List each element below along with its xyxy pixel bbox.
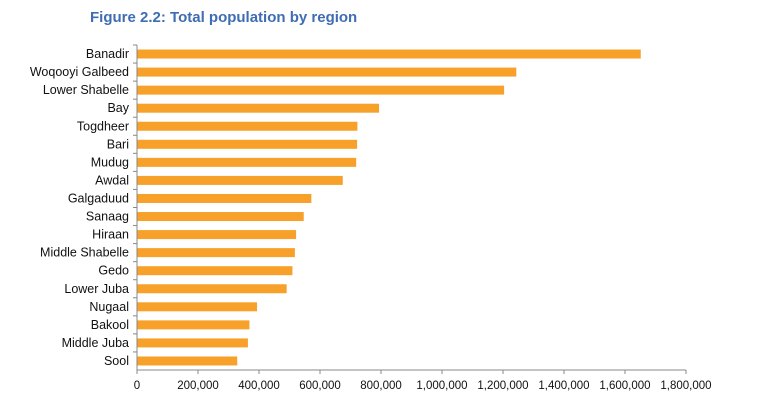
category-label: Galgaduud [68, 191, 129, 205]
bar-sool [137, 356, 238, 366]
bar-nugaal [137, 302, 258, 312]
category-label: Gedo [98, 264, 129, 278]
x-tick-label: 200,000 [177, 380, 219, 392]
category-label: Bakool [91, 318, 129, 332]
category-label: Lower Shabelle [43, 83, 129, 97]
category-label: Bay [107, 101, 129, 115]
bar-hiraan [137, 230, 297, 240]
category-label: Awdal [95, 173, 129, 187]
bar-galgaduud [137, 193, 312, 203]
x-tick-label: 800,000 [360, 380, 402, 392]
bar-bari [137, 139, 358, 149]
bar-lower-juba [137, 284, 287, 294]
category-label: Lower Juba [64, 282, 129, 296]
bar-middle-juba [137, 338, 248, 348]
x-tick-label: 1,400,000 [538, 380, 589, 392]
category-label: Sanaag [86, 210, 129, 224]
bar-mudug [137, 157, 357, 167]
bar-banadir [137, 49, 641, 59]
bar-lower-shabelle [137, 85, 505, 95]
x-tick-label: 0 [134, 380, 140, 392]
bar-bay [137, 103, 380, 113]
x-tick-label: 600,000 [299, 380, 341, 392]
x-tick-label: 1,800,000 [660, 380, 711, 392]
bar-sanaag [137, 212, 304, 222]
x-tick-label: 1,600,000 [599, 380, 650, 392]
bar-middle-shabelle [137, 248, 295, 258]
category-label: Bari [107, 137, 129, 151]
bar-woqooyi-galbeed [137, 67, 517, 77]
bar-togdheer [137, 121, 358, 131]
category-label: Middle Shabelle [40, 246, 129, 260]
category-label: Nugaal [89, 300, 129, 314]
x-tick-label: 400,000 [238, 380, 280, 392]
chart-title: Figure 2.2: Total population by region [90, 9, 358, 26]
category-label: Sool [104, 354, 129, 368]
bar-awdal [137, 175, 343, 185]
category-label: Banadir [86, 47, 129, 61]
category-label: Togdheer [77, 119, 129, 133]
category-label: Middle Juba [62, 336, 129, 350]
category-label: Mudug [91, 155, 129, 169]
bar-bakool [137, 320, 250, 330]
x-tick-label: 1,200,000 [477, 380, 528, 392]
x-tick-label: 1,000,000 [416, 380, 467, 392]
category-label: Woqooyi Galbeed [30, 65, 129, 79]
bar-gedo [137, 266, 293, 276]
category-label: Hiraan [92, 228, 129, 242]
